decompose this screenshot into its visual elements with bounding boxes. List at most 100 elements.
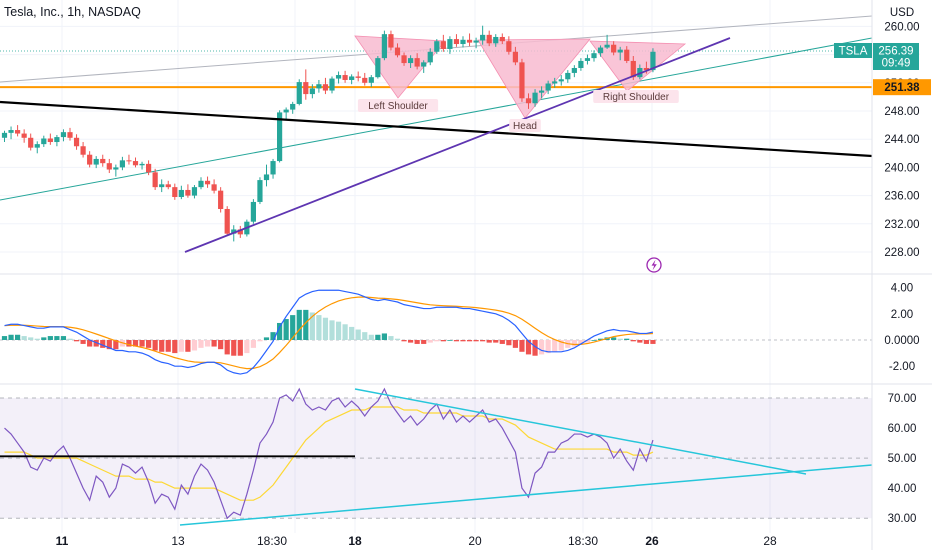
candle[interactable] <box>21 129 27 143</box>
candle[interactable] <box>191 185 198 199</box>
candle[interactable] <box>290 101 296 114</box>
candle[interactable] <box>499 33 505 45</box>
candle[interactable] <box>54 134 60 147</box>
candle[interactable] <box>28 133 34 151</box>
candle[interactable] <box>165 180 171 190</box>
candle[interactable] <box>440 34 446 52</box>
candle[interactable] <box>571 65 577 78</box>
candle[interactable] <box>172 183 178 200</box>
candle[interactable] <box>381 30 387 61</box>
candle[interactable] <box>578 58 584 71</box>
candle[interactable] <box>73 134 80 150</box>
candle[interactable] <box>224 206 230 236</box>
candle[interactable] <box>394 43 401 58</box>
price-tick-label[interactable]: 244.00 <box>884 134 919 146</box>
candle[interactable] <box>34 141 40 154</box>
candle[interactable] <box>270 158 276 179</box>
candle[interactable] <box>617 46 623 61</box>
price-tick-label[interactable]: 232.00 <box>884 219 919 231</box>
currency-label[interactable]: USD <box>890 7 914 19</box>
candle[interactable] <box>565 70 571 83</box>
candle[interactable] <box>414 53 420 70</box>
candle[interactable] <box>329 76 335 94</box>
candle[interactable] <box>545 80 551 95</box>
candle[interactable] <box>80 142 86 158</box>
candle[interactable] <box>159 179 165 193</box>
candle[interactable] <box>211 179 217 194</box>
price-tick-label[interactable]: 248.00 <box>884 106 919 118</box>
rsi-tick-label[interactable]: 40.00 <box>888 483 917 495</box>
candle[interactable] <box>539 86 545 99</box>
price-axis[interactable]: 260.00256.00252.00248.00244.00240.00236.… <box>834 21 931 525</box>
candle[interactable] <box>408 55 414 68</box>
candle[interactable] <box>119 156 125 171</box>
macd-tick-label[interactable]: 2.00 <box>891 309 913 321</box>
candle[interactable] <box>368 75 374 88</box>
price-tick-label[interactable]: 228.00 <box>884 247 919 259</box>
candle[interactable] <box>67 127 73 141</box>
candle[interactable] <box>316 79 322 93</box>
candle[interactable] <box>303 69 309 100</box>
price-tick-label[interactable]: 236.00 <box>884 191 919 203</box>
candle[interactable] <box>263 164 270 187</box>
macd-tick-label[interactable]: 0.0000 <box>884 335 919 347</box>
candle[interactable] <box>427 48 433 66</box>
candle[interactable] <box>532 89 538 107</box>
candle[interactable] <box>597 45 604 57</box>
candle[interactable] <box>388 30 394 51</box>
time-tick-label[interactable]: 28 <box>763 534 777 548</box>
candle[interactable] <box>60 129 67 142</box>
rsi-tick-label[interactable]: 30.00 <box>888 513 917 525</box>
candle[interactable] <box>355 71 361 82</box>
candle[interactable] <box>296 79 302 106</box>
candle[interactable] <box>493 34 499 47</box>
price-tick-label[interactable]: 260.00 <box>884 21 919 33</box>
candle[interactable] <box>283 107 289 120</box>
candle[interactable] <box>322 77 329 95</box>
candle[interactable] <box>237 225 243 238</box>
candle[interactable] <box>525 93 532 109</box>
time-tick-label[interactable]: 18:30 <box>568 534 598 548</box>
candles[interactable] <box>1 25 656 242</box>
candle[interactable] <box>218 187 224 213</box>
candle[interactable] <box>185 184 191 198</box>
candle[interactable] <box>480 25 486 45</box>
candle[interactable] <box>512 46 518 66</box>
flash-icon[interactable] <box>646 257 662 273</box>
candle[interactable] <box>401 52 407 66</box>
rsi-tick-label[interactable]: 50.00 <box>888 453 917 465</box>
candle[interactable] <box>139 161 145 170</box>
candle[interactable] <box>47 133 53 145</box>
candle[interactable] <box>611 41 617 56</box>
candle[interactable] <box>473 37 479 49</box>
candle[interactable] <box>257 177 263 205</box>
candle[interactable] <box>106 158 112 174</box>
candle[interactable] <box>552 77 558 88</box>
candle[interactable] <box>93 156 99 169</box>
candle[interactable] <box>453 34 460 47</box>
candle[interactable] <box>447 36 453 54</box>
rsi-tick-label[interactable]: 70.00 <box>888 393 917 405</box>
candle[interactable] <box>15 125 21 137</box>
candle[interactable] <box>100 154 106 167</box>
rsi-tick-label[interactable]: 60.00 <box>888 423 917 435</box>
candle[interactable] <box>204 176 211 188</box>
time-tick-label[interactable]: 20 <box>468 534 482 548</box>
candle[interactable] <box>113 164 119 177</box>
candle[interactable] <box>434 39 440 54</box>
candle[interactable] <box>375 56 381 79</box>
candle[interactable] <box>8 126 14 140</box>
candle[interactable] <box>349 74 355 85</box>
candle[interactable] <box>152 168 158 190</box>
time-tick-label[interactable]: 11 <box>56 534 69 548</box>
candle[interactable] <box>421 60 427 73</box>
support-price-badge[interactable]: 251.38 <box>873 79 931 96</box>
time-tick-label[interactable]: 13 <box>171 534 185 548</box>
candle[interactable] <box>342 70 348 83</box>
candle[interactable] <box>132 157 139 168</box>
candle[interactable] <box>198 177 204 190</box>
time-tick-label[interactable]: 18:30 <box>257 534 287 548</box>
candle[interactable] <box>466 33 473 47</box>
candle[interactable] <box>309 84 315 99</box>
